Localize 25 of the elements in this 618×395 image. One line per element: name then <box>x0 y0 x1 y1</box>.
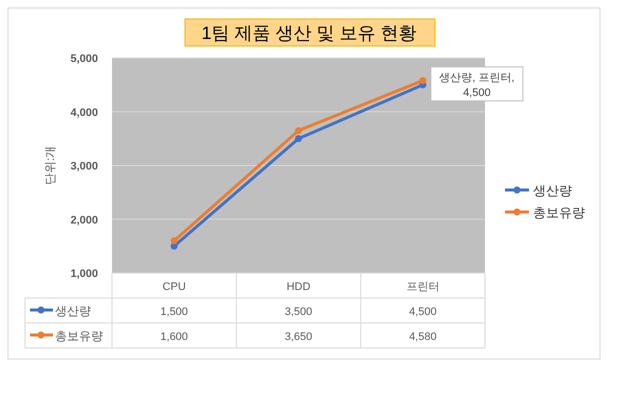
data-label: 4,580 <box>409 331 437 343</box>
data-label: 1,500 <box>160 306 188 318</box>
x-tick-label: CPU <box>162 281 186 293</box>
data-label: 3,500 <box>284 306 312 318</box>
point <box>170 237 178 244</box>
y-tick-label: 5,000 <box>70 53 98 65</box>
y-tick-label: 2,000 <box>70 214 98 226</box>
data-label: 3,650 <box>284 331 312 343</box>
text: 생산량 <box>533 183 572 198</box>
legend-label: 생산량 <box>55 304 91 318</box>
y-tick-label: 4,000 <box>70 106 98 119</box>
y-tick-label: 3,000 <box>70 160 98 172</box>
point <box>295 127 302 134</box>
x-tick-label: 프린터 <box>406 281 440 293</box>
data-label: 1,600 <box>160 331 188 343</box>
chart-title: 1팀 제품 생산 및 보유 현황 <box>201 23 417 43</box>
annotation: 생산량, 프린터, 4,500 <box>439 72 514 99</box>
data-label: 4,500 <box>409 306 437 318</box>
x-tick-label: HDD <box>286 281 310 293</box>
point <box>419 77 426 84</box>
legend-label: 총보유량 <box>533 205 585 220</box>
text: 총보유량 <box>55 329 103 343</box>
point <box>295 135 302 142</box>
y-axis-title: 단위:개 <box>43 146 57 186</box>
y-tick-label: 1,000 <box>70 268 98 280</box>
